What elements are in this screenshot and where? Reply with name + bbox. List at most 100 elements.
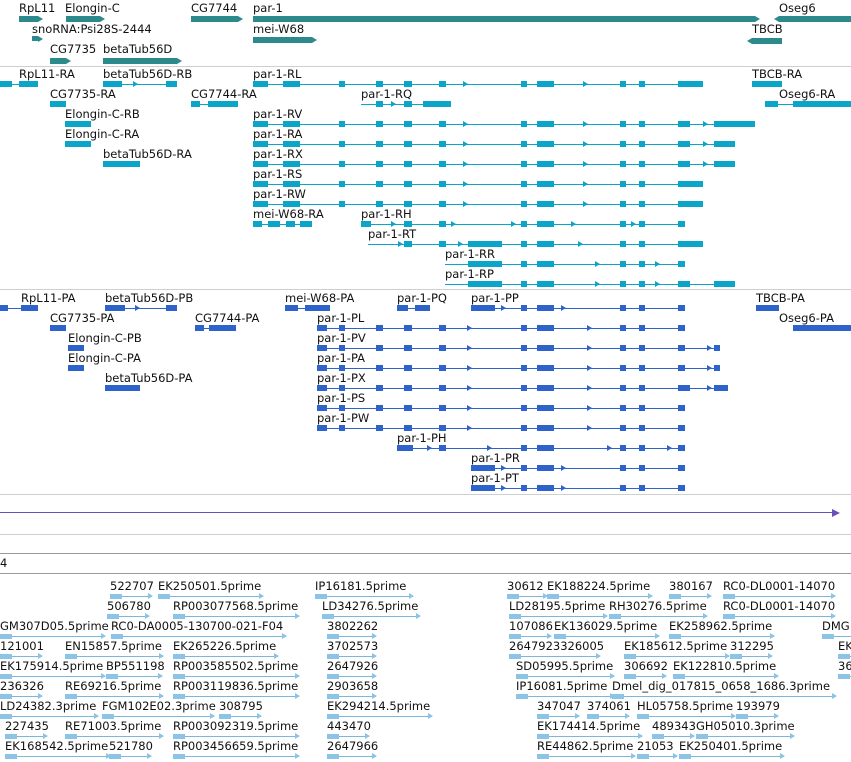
est-block[interactable] (111, 634, 123, 639)
exon-block[interactable] (639, 241, 645, 247)
exon-block[interactable] (639, 305, 645, 311)
exon-block[interactable] (339, 385, 345, 391)
exon-block[interactable] (521, 221, 527, 227)
exon-block[interactable] (404, 241, 412, 247)
est-block[interactable] (0, 694, 12, 699)
exon-block[interactable] (537, 221, 554, 227)
exon-block[interactable] (521, 305, 527, 311)
exon-block[interactable] (376, 81, 383, 87)
exon-block[interactable] (253, 221, 262, 227)
exon-block[interactable] (339, 325, 345, 331)
exon-block[interactable] (317, 345, 327, 351)
exon-block[interactable] (376, 405, 383, 411)
exon-block[interactable] (537, 385, 554, 391)
exon-block[interactable] (317, 425, 327, 431)
exon-block[interactable] (415, 305, 430, 311)
est-block[interactable] (219, 714, 231, 719)
exon-block[interactable] (620, 305, 626, 311)
exon-block[interactable] (620, 181, 626, 187)
exon-block[interactable] (521, 385, 527, 391)
exon-block[interactable] (620, 141, 626, 147)
exon-block[interactable] (639, 261, 645, 267)
gene-feature[interactable] (50, 58, 66, 64)
exon-block[interactable] (376, 385, 383, 391)
gene-feature[interactable] (66, 16, 100, 22)
exon-block[interactable] (65, 121, 91, 127)
exon-block[interactable] (404, 121, 412, 127)
gene-feature[interactable] (191, 16, 238, 22)
exon-block[interactable] (678, 445, 685, 451)
exon-block[interactable] (253, 141, 268, 147)
exon-block[interactable] (620, 201, 626, 207)
exon-block[interactable] (620, 385, 626, 391)
est-block[interactable] (537, 754, 549, 759)
exon-block[interactable] (521, 181, 527, 187)
exon-block[interactable] (639, 325, 645, 331)
est-block[interactable] (838, 654, 850, 659)
est-block[interactable] (0, 654, 12, 659)
gene-feature[interactable] (19, 16, 38, 22)
exon-block[interactable] (678, 325, 685, 331)
exon-block[interactable] (639, 121, 645, 127)
est-block[interactable] (315, 594, 327, 599)
exon-block[interactable] (339, 161, 345, 167)
exon-block[interactable] (714, 141, 735, 147)
exon-block[interactable] (639, 465, 645, 471)
exon-block[interactable] (439, 181, 446, 187)
exon-block[interactable] (639, 365, 645, 371)
exon-block[interactable] (376, 345, 383, 351)
est-block[interactable] (107, 614, 119, 619)
exon-block[interactable] (404, 425, 412, 431)
exon-block[interactable] (678, 221, 685, 227)
gene-feature[interactable] (752, 38, 782, 44)
exon-block[interactable] (521, 445, 527, 451)
exon-block[interactable] (678, 121, 690, 127)
exon-block[interactable] (537, 445, 554, 451)
est-block[interactable] (110, 594, 122, 599)
exon-block[interactable] (397, 445, 413, 451)
exon-block[interactable] (305, 305, 330, 311)
est-block[interactable] (516, 694, 528, 699)
est-block[interactable] (102, 714, 114, 719)
exon-block[interactable] (793, 101, 851, 107)
exon-block[interactable] (678, 485, 685, 491)
exon-block[interactable] (166, 305, 177, 311)
exon-block[interactable] (639, 485, 645, 491)
est-block[interactable] (537, 714, 549, 719)
exon-block[interactable] (439, 365, 446, 371)
est-block[interactable] (173, 654, 185, 659)
exon-block[interactable] (339, 405, 345, 411)
exon-block[interactable] (714, 385, 728, 391)
exon-block[interactable] (195, 325, 204, 331)
exon-block[interactable] (521, 201, 527, 207)
est-block[interactable] (327, 694, 339, 699)
exon-block[interactable] (620, 161, 626, 167)
gene-feature[interactable] (253, 16, 755, 22)
est-block[interactable] (65, 694, 77, 699)
exon-block[interactable] (537, 201, 554, 207)
exon-block[interactable] (439, 385, 446, 391)
exon-block[interactable] (537, 425, 554, 431)
exon-block[interactable] (317, 325, 327, 331)
exon-block[interactable] (639, 345, 645, 351)
exon-block[interactable] (639, 161, 645, 167)
est-block[interactable] (5, 734, 17, 739)
exon-block[interactable] (404, 101, 412, 107)
exon-block[interactable] (285, 305, 298, 311)
gene-feature[interactable] (103, 58, 177, 64)
exon-block[interactable] (439, 141, 446, 147)
est-block[interactable] (173, 614, 185, 619)
exon-block[interactable] (439, 201, 446, 207)
exon-block[interactable] (537, 241, 554, 247)
exon-block[interactable] (253, 181, 268, 187)
exon-block[interactable] (678, 305, 685, 311)
exon-block[interactable] (439, 425, 446, 431)
est-block[interactable] (637, 754, 649, 759)
est-block[interactable] (509, 634, 521, 639)
sequence-axis[interactable] (0, 512, 838, 513)
exon-block[interactable] (537, 281, 554, 287)
exon-block[interactable] (283, 141, 300, 147)
exon-block[interactable] (439, 325, 446, 331)
est-block[interactable] (736, 714, 748, 719)
exon-block[interactable] (339, 81, 345, 87)
